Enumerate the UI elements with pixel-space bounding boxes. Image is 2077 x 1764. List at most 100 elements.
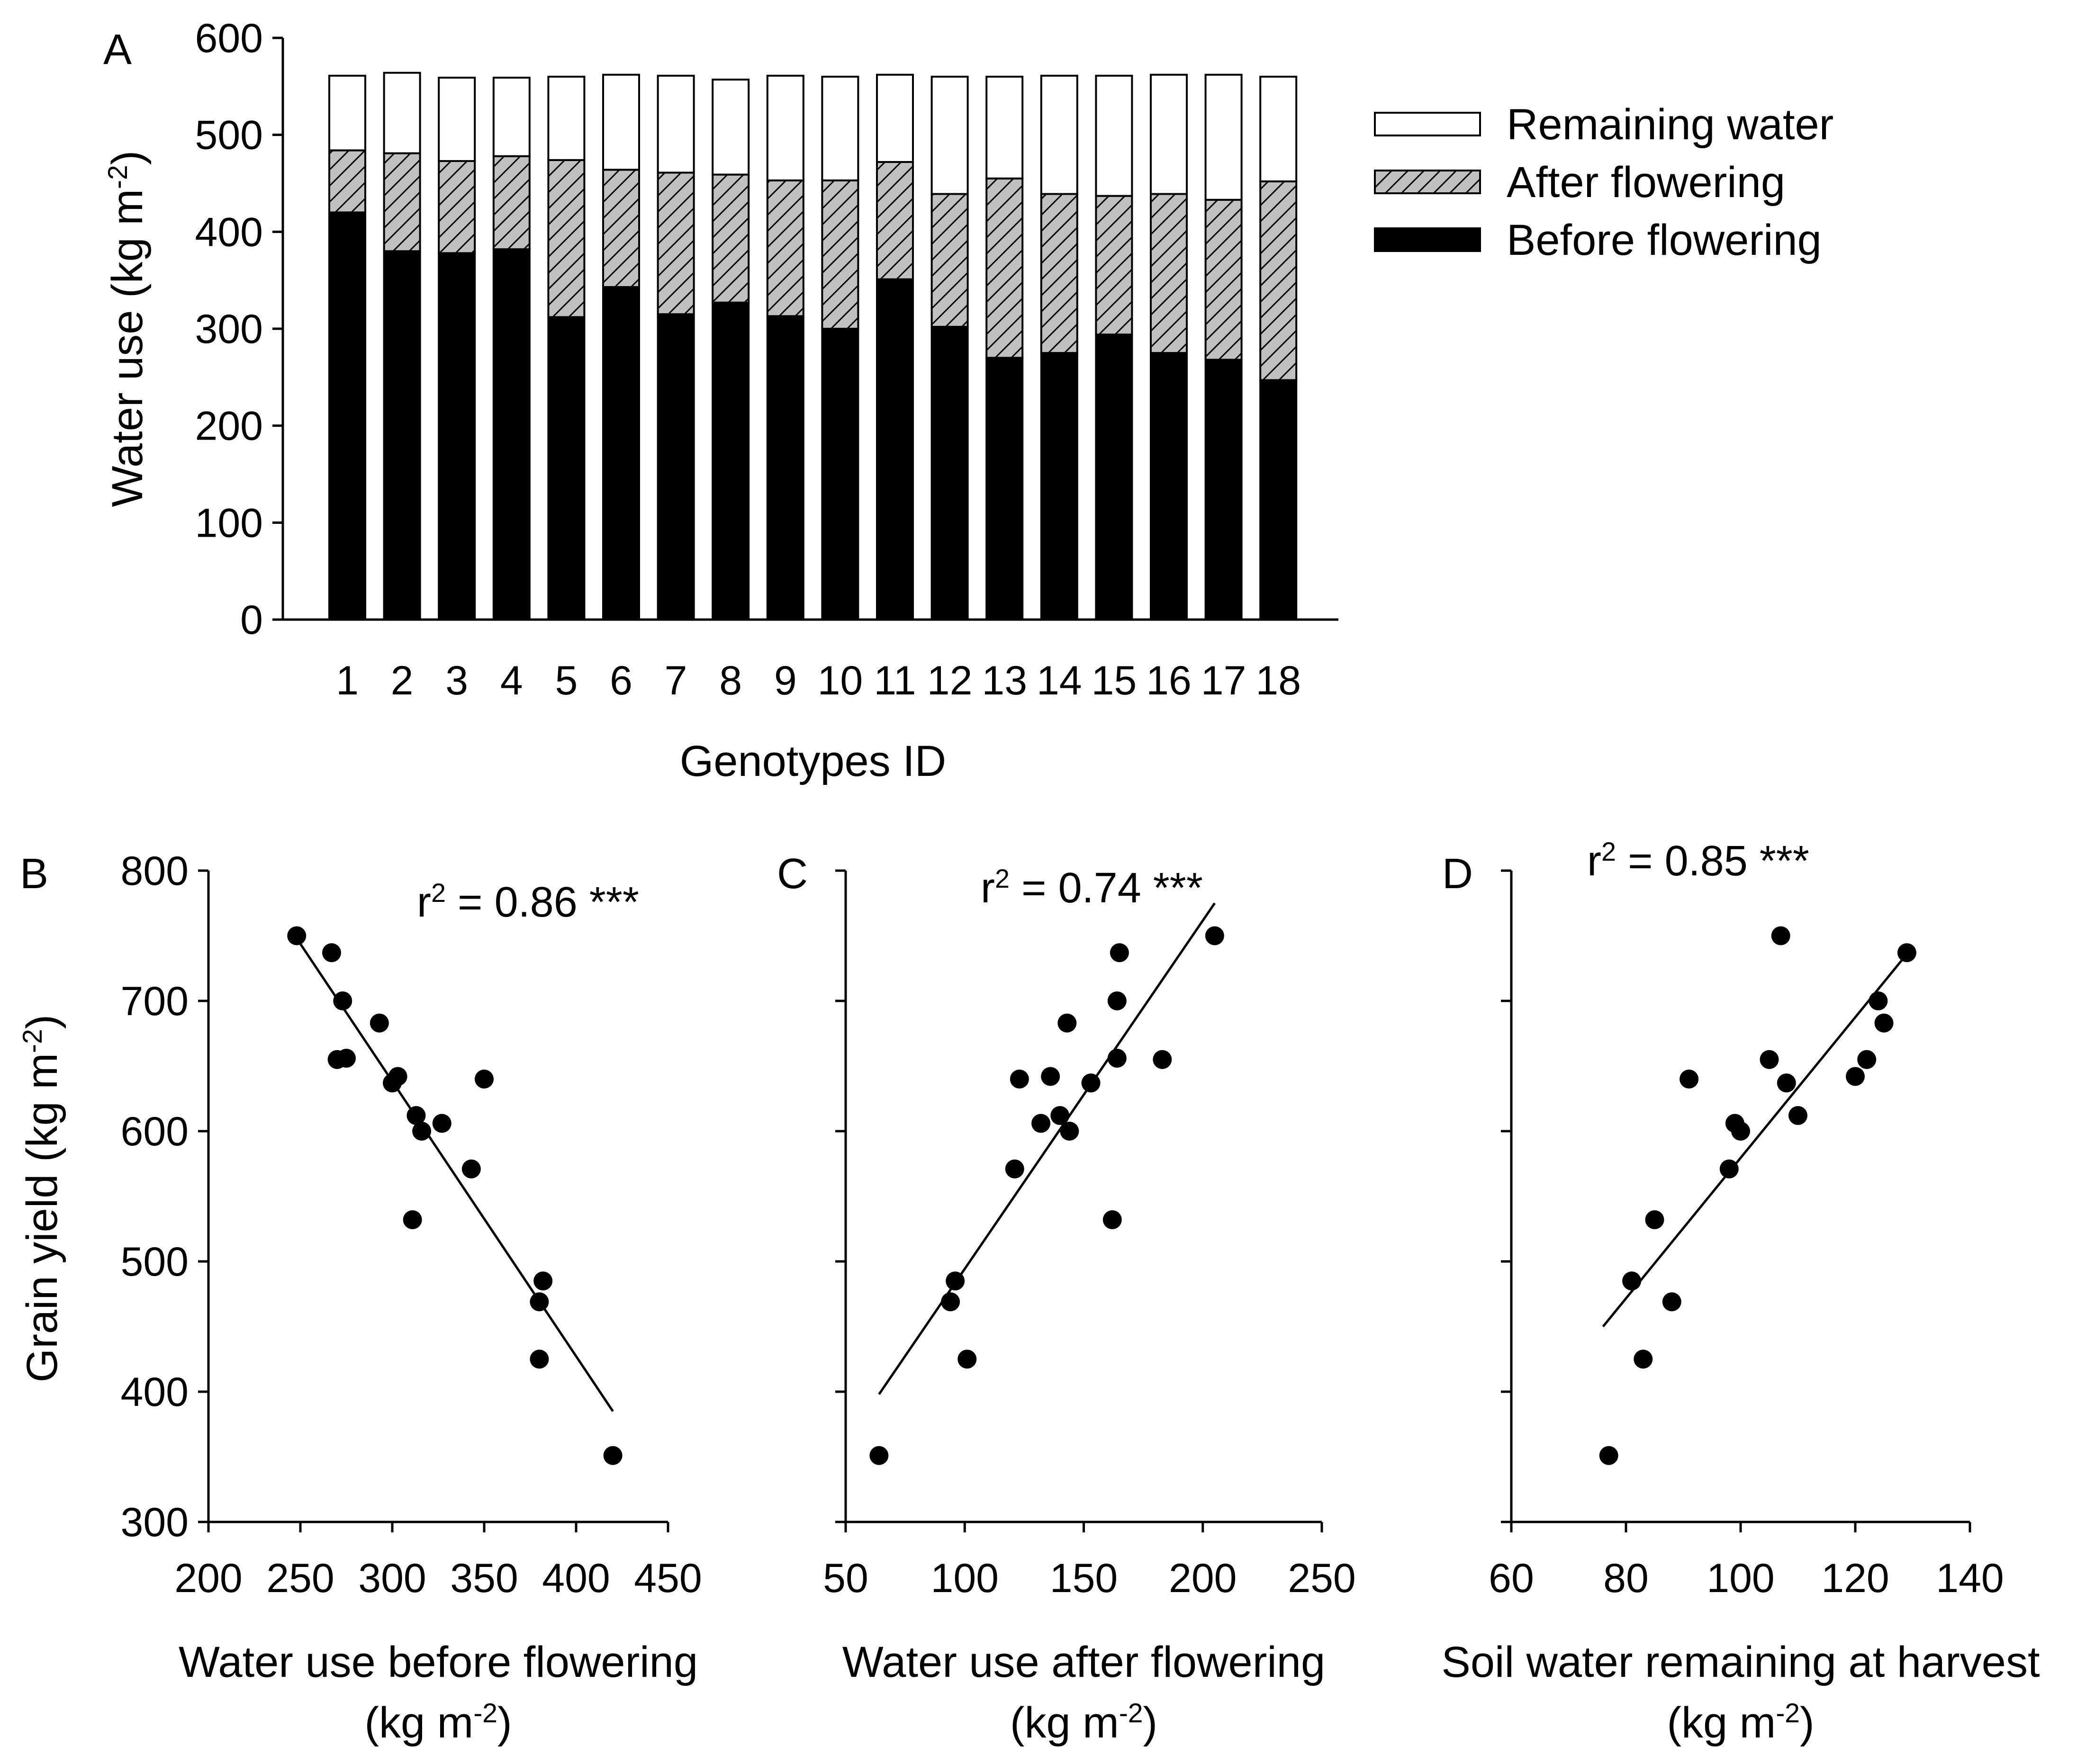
y-axis-title-b: Grain yield (kg m-2): [18, 1015, 66, 1383]
bar-after-flowering-14: [1040, 193, 1078, 354]
bar-remaining-water-17: [1204, 73, 1243, 201]
x-tick-label-c-250: 250: [1288, 1556, 1356, 1601]
x-tick-label-7: 7: [665, 658, 687, 703]
data-point-b-16: [533, 1271, 553, 1291]
x-axis-title: Genotypes ID: [680, 737, 947, 785]
bar-before-flowering-3: [438, 252, 476, 621]
bar-remaining-water-14: [1040, 74, 1078, 195]
y-tick-label-b-300: 300: [121, 1500, 189, 1545]
x-tick-label-d-60: 60: [1489, 1556, 1534, 1601]
bar-after-flowering-9: [766, 179, 804, 317]
data-point-c-4: [957, 1350, 977, 1369]
x-tick-label-b-250: 250: [266, 1556, 334, 1601]
x-tick-label-1: 1: [336, 658, 359, 703]
bar-before-flowering-5: [547, 316, 586, 621]
r2-annotation-b-sup: 2: [431, 878, 446, 908]
data-point-c-17: [1153, 1050, 1172, 1069]
x-axis-title-d-line2-tail: ): [1800, 1699, 1815, 1747]
bar-before-flowering-17: [1204, 359, 1243, 621]
x-tick-label-13: 13: [982, 658, 1027, 703]
panel-c: 50 100 150 200 250 r2 = 0.74 *** C Water use af…: [777, 850, 1356, 1747]
y-tick-label-b-600: 600: [121, 1109, 189, 1154]
x-tick-label-12: 12: [927, 658, 973, 703]
data-point-c-7: [1031, 1114, 1051, 1133]
data-point-b-9: [406, 1106, 426, 1125]
bar-remaining-water-1: [328, 74, 366, 152]
y-tick-label-b-800: 800: [121, 848, 189, 894]
r2-annotation-d-sup: 2: [1601, 837, 1616, 866]
x-tick-label-b-300: 300: [358, 1556, 426, 1601]
data-point-d-3: [1634, 1350, 1653, 1369]
data-point-b-6: [370, 1013, 389, 1033]
x-axis-title-b-line1: Water use before flowering: [179, 1638, 698, 1686]
data-point-b-8: [388, 1067, 407, 1086]
x-axis-title-b-line2-main: (kg m: [364, 1699, 473, 1747]
data-point-c-5: [1005, 1159, 1024, 1179]
x-axis-title-c-line1: Water use after flowering: [842, 1638, 1325, 1686]
x-tick-label-d-80: 80: [1603, 1556, 1649, 1601]
r2-annotation-c: r2 = 0.74 ***: [981, 864, 1203, 912]
data-point-c-2: [941, 1292, 960, 1312]
bar-remaining-water-8: [712, 79, 750, 176]
data-point-c-10: [1057, 1013, 1077, 1033]
bar-before-flowering-12: [930, 325, 969, 621]
data-point-d-6: [1680, 1070, 1699, 1089]
bar-remaining-water-16: [1150, 73, 1188, 195]
bar-before-flowering-13: [985, 357, 1024, 621]
bar-after-flowering-13: [985, 177, 1024, 359]
data-point-d-10: [1760, 1050, 1779, 1069]
x-tick-label-c-50: 50: [823, 1556, 868, 1601]
bar-remaining-water-4: [492, 76, 531, 157]
y-tick-label-0: 0: [240, 597, 263, 643]
data-point-b-15: [530, 1292, 549, 1312]
y-axis-title-b-main: Grain yield (kg m: [18, 1053, 66, 1382]
bar-after-flowering-2: [383, 152, 421, 252]
data-point-d-5: [1662, 1292, 1681, 1312]
data-point-b-12: [403, 1210, 422, 1229]
data-point-c-13: [1102, 1210, 1122, 1229]
data-point-b-18: [603, 1446, 623, 1465]
panel-letter-d: D: [1442, 850, 1473, 898]
legend-swatch-remaining-water: [1374, 112, 1481, 136]
bar-remaining-water-6: [602, 73, 640, 171]
y-tick-label-b-500: 500: [121, 1239, 189, 1285]
data-point-b-1: [287, 926, 307, 945]
fit-line-d: [1602, 953, 1908, 1328]
bar-before-flowering-16: [1150, 352, 1188, 621]
legend-label-after-flowering: After flowering: [1507, 158, 1785, 207]
bar-before-flowering-10: [821, 328, 859, 621]
bar-after-flowering-8: [712, 173, 750, 304]
x-tick-label-c-150: 150: [1050, 1556, 1118, 1601]
y-tick-label-400: 400: [195, 209, 263, 255]
r2-annotation-b-main: r: [417, 879, 431, 926]
data-point-d-7: [1719, 1159, 1739, 1179]
data-point-d-17: [1874, 1013, 1894, 1033]
bar-after-flowering-16: [1150, 193, 1188, 354]
bar-remaining-water-7: [657, 74, 695, 174]
bar-before-flowering-14: [1040, 352, 1078, 621]
y-axis-title-sup: -2: [103, 165, 133, 189]
r2-annotation-c-main: r: [981, 864, 995, 912]
bar-after-flowering-15: [1095, 195, 1133, 336]
bar-remaining-water-15: [1095, 74, 1133, 197]
data-point-b-14: [475, 1070, 494, 1089]
bar-remaining-water-5: [547, 75, 586, 161]
x-tick-label-2: 2: [391, 658, 414, 703]
bar-after-flowering-17: [1204, 198, 1243, 361]
y-axis-title-b-tail: ): [18, 1015, 66, 1029]
x-tick-label-d-100: 100: [1707, 1556, 1775, 1601]
r2-annotation-b-tail: = 0.86 ***: [446, 879, 639, 926]
legend-label-before-flowering: Before flowering: [1507, 216, 1822, 264]
x-tick-label-5: 5: [555, 658, 578, 703]
legend-label-remaining-water: Remaining water: [1507, 100, 1833, 149]
y-tick-label-b-700: 700: [121, 979, 189, 1024]
data-point-c-11: [1060, 1122, 1079, 1141]
bar-after-flowering-7: [657, 171, 695, 315]
bar-remaining-water-3: [438, 76, 476, 162]
bar-after-flowering-11: [876, 161, 914, 280]
data-point-c-18: [1205, 926, 1224, 945]
x-tick-label-18: 18: [1255, 658, 1301, 703]
x-axis-title-c-line2-tail: ): [1143, 1699, 1158, 1747]
bar-before-flowering-18: [1259, 379, 1298, 621]
